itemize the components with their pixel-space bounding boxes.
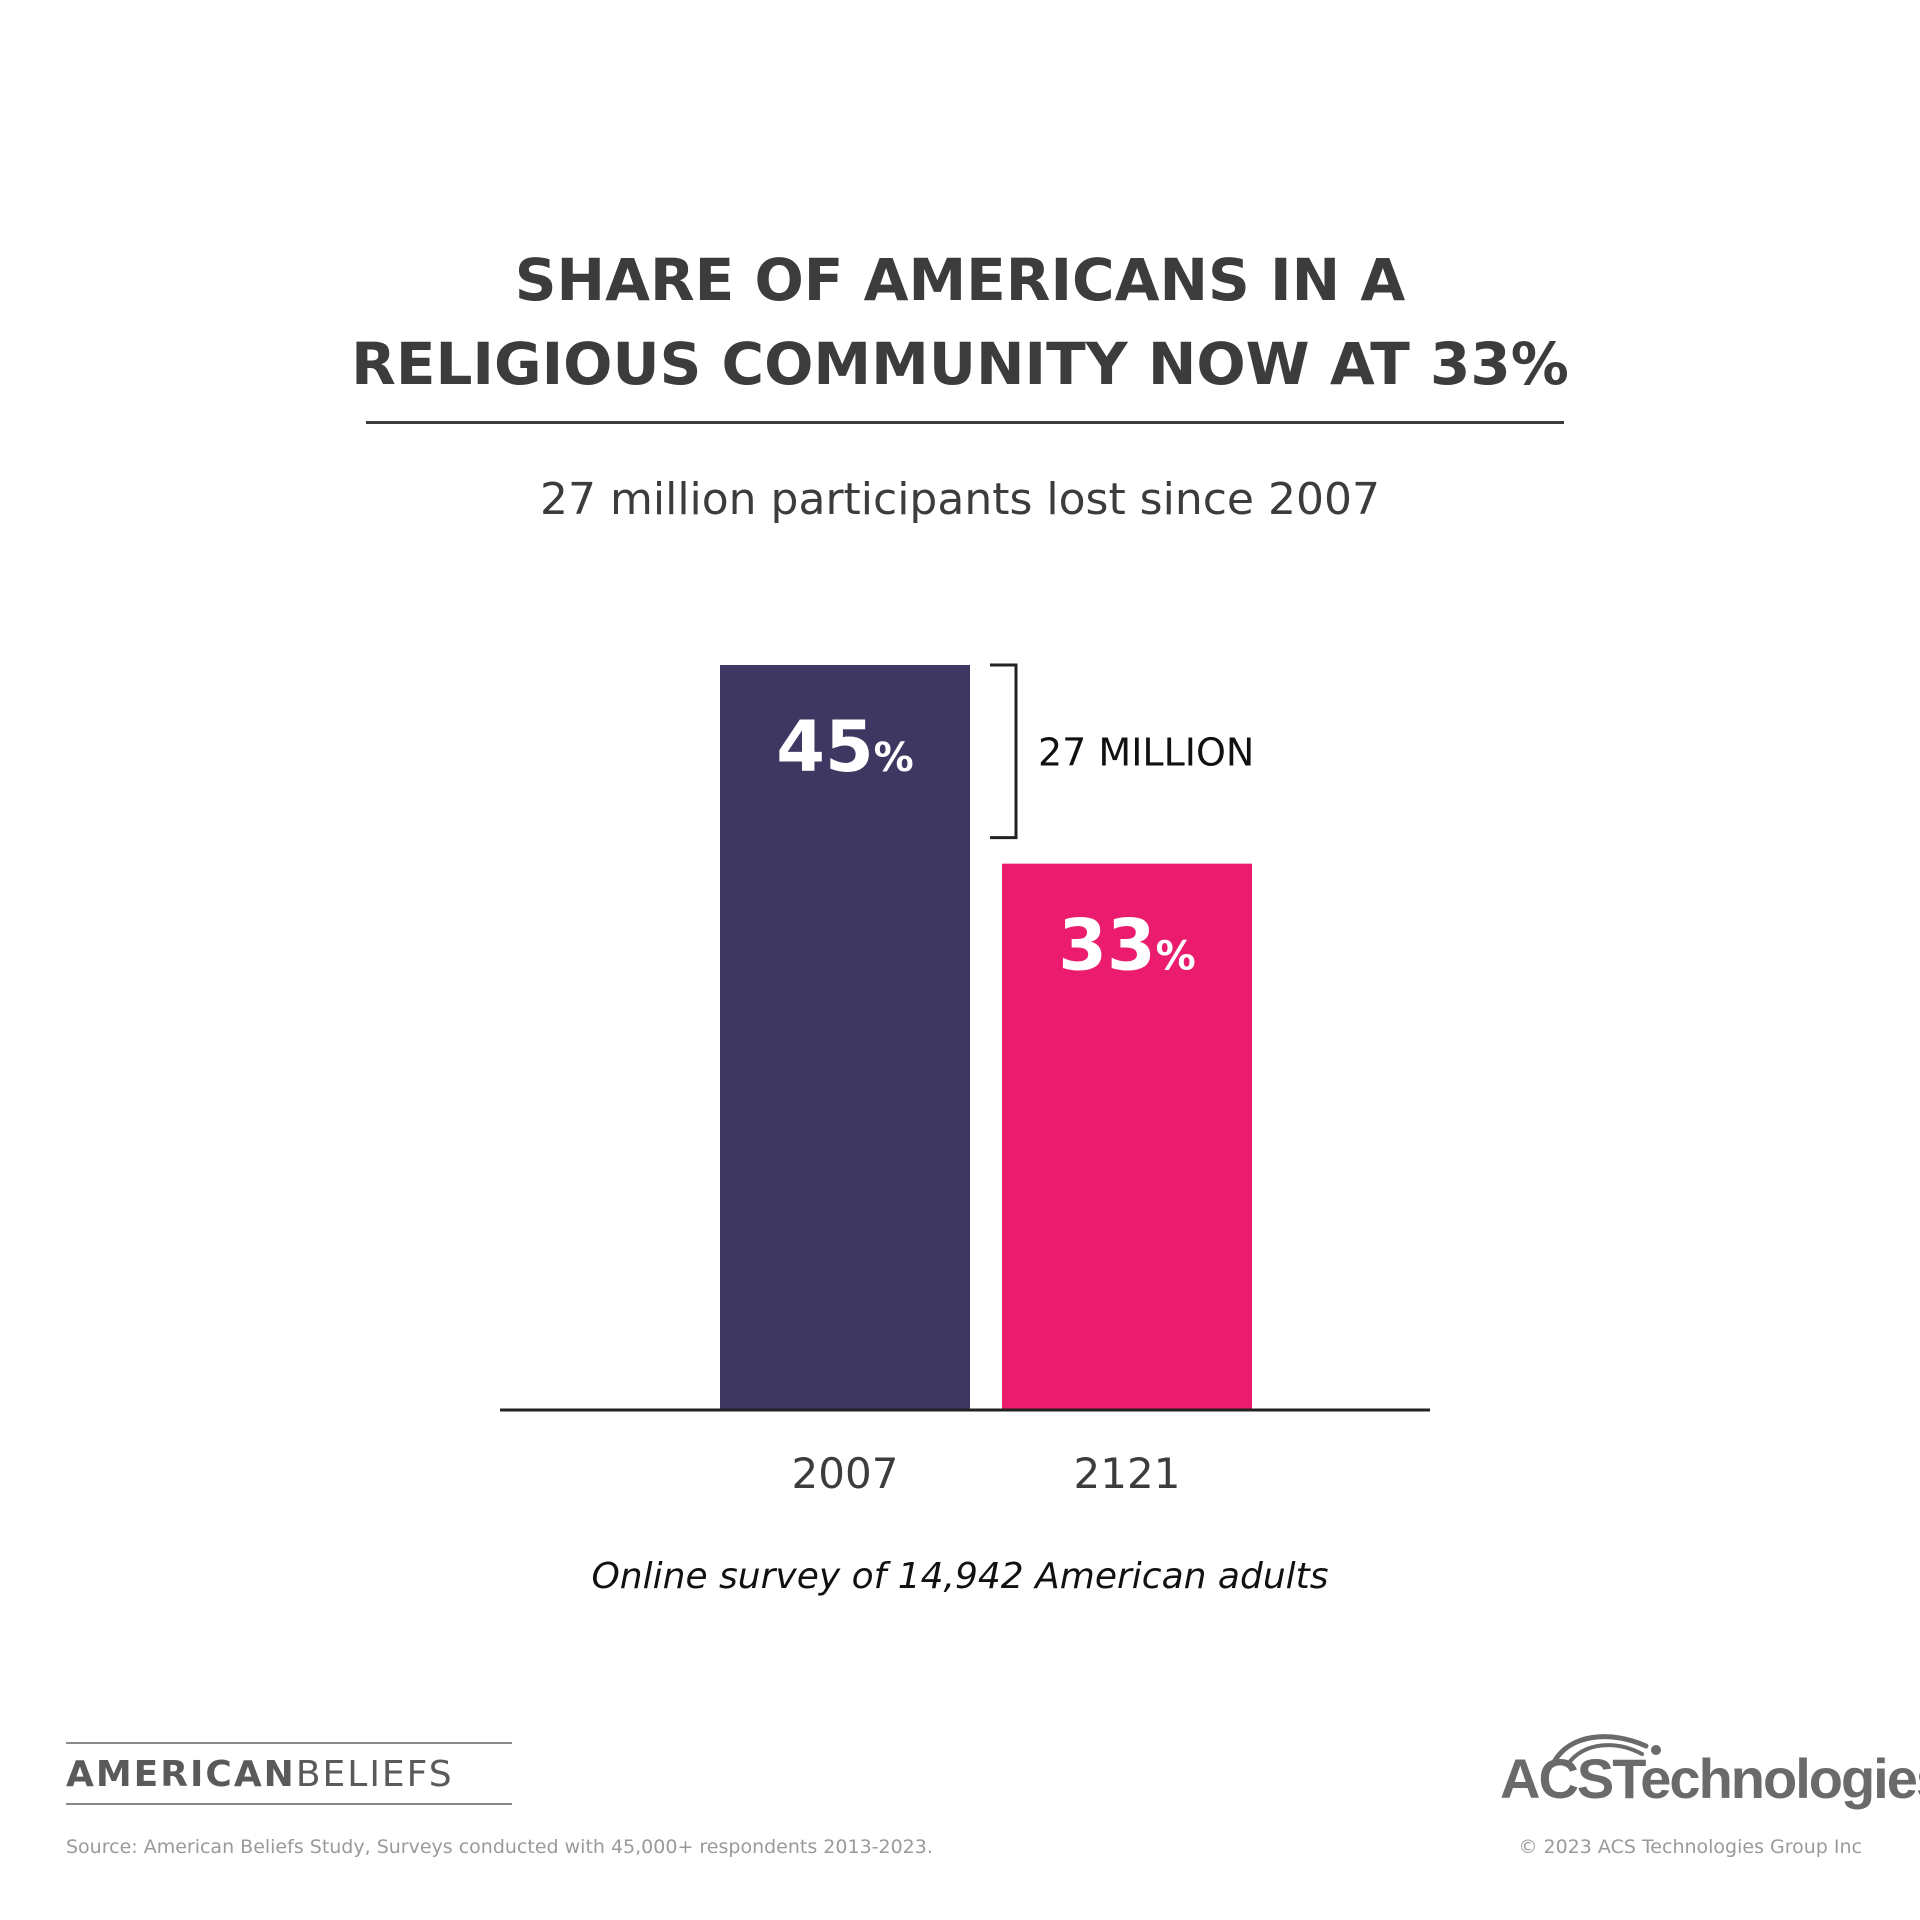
bar-value-label-2007: 45% xyxy=(776,706,914,788)
american-beliefs-wordmark: AMERICANBELIEFS xyxy=(66,1744,512,1803)
american-beliefs-logo: AMERICANBELIEFS xyxy=(66,1742,512,1805)
chart-subtitle: 27 million participants lost since 2007 xyxy=(540,474,1380,525)
difference-bracket xyxy=(990,663,1018,840)
acs-wordmark-text: ACSTechnologies xyxy=(1500,1747,1920,1810)
chart-title-line-1: SHARE OF AMERICANS IN A xyxy=(514,246,1406,314)
acs-technologies-wordmark: ACSTechnologies® xyxy=(1500,1746,1920,1811)
acs-technologies-logo: ACSTechnologies® xyxy=(1490,1728,1920,1818)
chart-title-line-2: RELIGIOUS COMMUNITY NOW AT 33% xyxy=(351,330,1569,398)
x-tick-label-2121: 2121 xyxy=(1074,1449,1181,1498)
bar-2007 xyxy=(720,665,970,1410)
title-divider xyxy=(366,421,1564,424)
chart-title: SHARE OF AMERICANS IN A RELIGIOUS COMMUN… xyxy=(0,238,1920,406)
survey-note: Online survey of 14,942 American adults xyxy=(591,1556,1329,1597)
logo-word-light: BELIEFS xyxy=(295,1754,454,1795)
swoosh-icon xyxy=(1551,1734,1661,1766)
x-tick-label-2007: 2007 xyxy=(792,1449,899,1498)
source-text: Source: American Beliefs Study, Surveys … xyxy=(66,1836,933,1858)
difference-annotation: 27 MILLION xyxy=(1038,730,1254,774)
copyright-text: © 2023 ACS Technologies Group Inc xyxy=(1518,1836,1862,1858)
bar-value-number: 45 xyxy=(776,706,873,788)
bar-value-number: 33 xyxy=(1058,905,1155,987)
bar-value-suffix: % xyxy=(1156,934,1196,980)
bar-2121 xyxy=(1002,863,1252,1410)
logo-word-bold: AMERICAN xyxy=(66,1754,296,1795)
bar-value-label-2121: 33% xyxy=(1058,905,1196,987)
logo-top-rule xyxy=(66,1742,512,1744)
bar-value-suffix: % xyxy=(874,735,914,781)
logo-bottom-rule xyxy=(66,1803,512,1805)
